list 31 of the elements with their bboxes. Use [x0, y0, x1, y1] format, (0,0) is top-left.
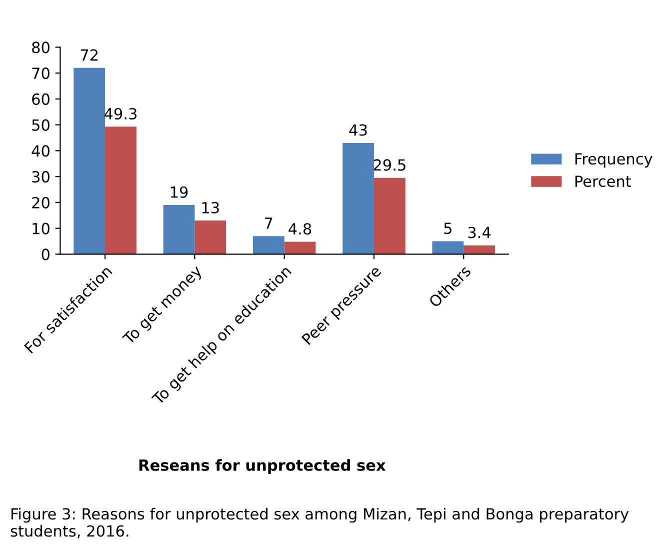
y-tick-label: 30 — [32, 171, 50, 183]
caption: Figure 3: Reasons for unprotected sex among Mizan, Tepi and Bonga preparatory students, 2016. — [10, 508, 629, 538]
y-tick-label: 50 — [32, 119, 50, 131]
data-label: 5 — [444, 222, 452, 234]
bar — [432, 241, 464, 254]
data-label: 43 — [349, 124, 367, 136]
data-label: 19 — [170, 186, 188, 198]
data-label: 13 — [202, 202, 219, 214]
bar — [105, 126, 136, 254]
bar — [163, 205, 195, 254]
data-label: 4.8 — [288, 223, 312, 235]
y-tick-label: 10 — [32, 222, 50, 234]
data-label: 3.4 — [468, 226, 491, 238]
data-label: 7 — [265, 218, 272, 229]
y-tick-label: 80 — [32, 42, 50, 54]
data-label: 72 — [80, 49, 98, 61]
bar — [194, 220, 226, 254]
legend-label: Percent — [575, 176, 632, 188]
bar — [464, 245, 495, 254]
bar — [374, 178, 406, 254]
y-tick-label: 20 — [32, 196, 50, 208]
bar — [252, 236, 284, 254]
y-tick-label: 40 — [32, 145, 50, 157]
legend-label: Frequency — [575, 153, 652, 168]
y-tick-label: 60 — [32, 93, 50, 105]
bar — [284, 242, 316, 254]
bar — [74, 68, 106, 254]
x-axis-title: Reseans for unprotected sex — [139, 459, 386, 474]
bar — [342, 142, 374, 254]
y-tick-label: 70 — [32, 68, 50, 80]
y-tick-label: 0 — [42, 248, 50, 260]
